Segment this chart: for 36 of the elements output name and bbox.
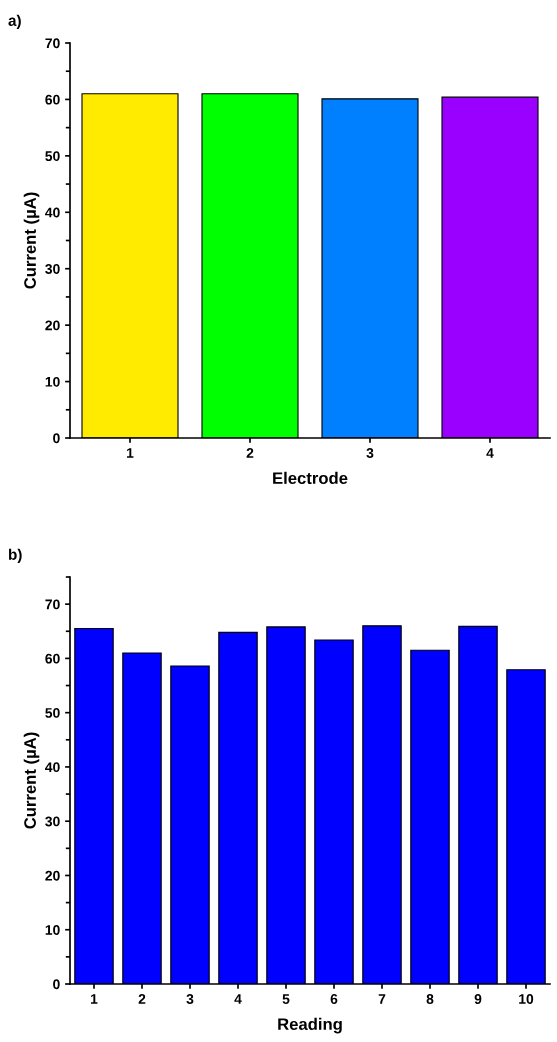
y-tick-label: 70 [45, 38, 60, 49]
y-tick-label: 40 [45, 207, 60, 218]
y-axis-title: Current (µA) [23, 732, 40, 829]
x-axis-title: Reading [278, 1017, 342, 1034]
y-tick-label: 0 [53, 433, 60, 444]
x-tick-label: 6 [330, 994, 338, 1004]
x-tick-label: 4 [486, 448, 494, 458]
y-tick-label: 30 [45, 264, 60, 274]
x-tick-label: 1 [91, 994, 98, 1004]
y-tick-label: 70 [45, 599, 60, 610]
y-tick-label: 60 [45, 94, 60, 105]
x-tick-label: 4 [234, 994, 242, 1004]
y-tick-label: 10 [45, 376, 60, 387]
text: b) [9, 548, 22, 563]
x-tick-label: 1 [127, 448, 134, 458]
y-tick-label: 0 [53, 979, 60, 990]
y-axis-title: Current (µA) [23, 192, 40, 289]
x-tick-label: 2 [246, 448, 254, 458]
x-tick-label: 2 [138, 994, 146, 1004]
x-axis-title: Electrode [273, 471, 348, 485]
y-tick-label: 50 [45, 708, 60, 718]
x-tick-label: 9 [474, 994, 482, 1004]
x-tick-label: 10 [519, 994, 534, 1004]
x-tick-label: 5 [282, 994, 290, 1004]
y-tick-label: 60 [45, 653, 60, 664]
y-tick-label: 20 [45, 320, 60, 331]
y-tick-label: 10 [45, 925, 60, 935]
y-tick-label: 40 [45, 762, 60, 773]
y-tick-label: 50 [45, 151, 60, 162]
x-tick-label: 3 [366, 448, 374, 458]
x-tick-label: 7 [378, 994, 386, 1004]
text: a) [8, 14, 21, 29]
x-tick-label: 3 [186, 994, 194, 1004]
y-tick-label: 30 [45, 816, 60, 827]
y-tick-label: 20 [45, 870, 60, 881]
x-tick-label: 8 [426, 994, 434, 1004]
